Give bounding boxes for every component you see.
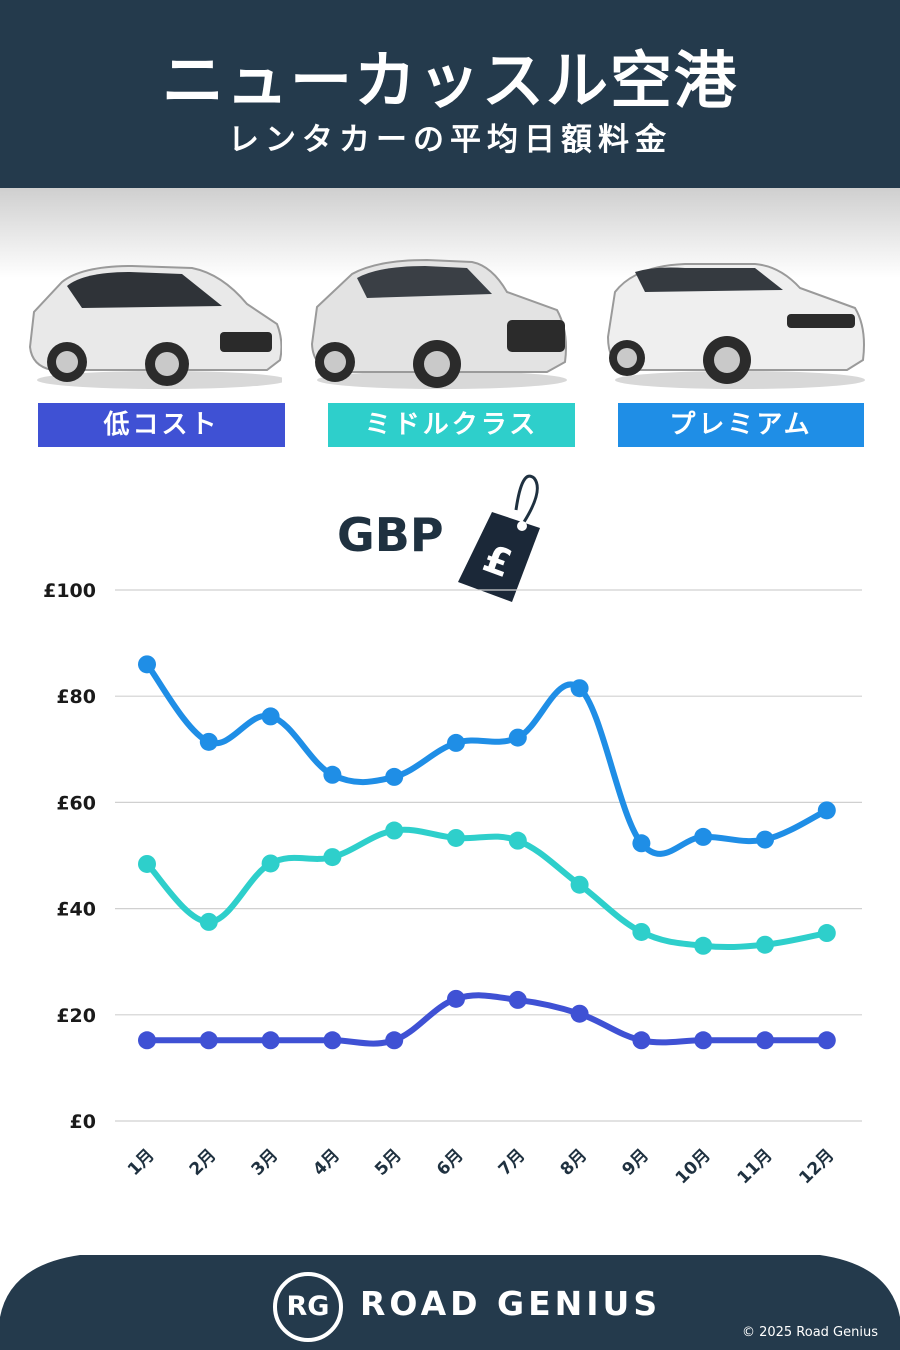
data-point xyxy=(385,821,404,840)
price-tag-icon: £ xyxy=(458,474,540,602)
data-point xyxy=(570,875,589,894)
x-tick-label: 1月 xyxy=(124,1145,159,1180)
currency-label: GBP xyxy=(337,508,444,562)
data-point xyxy=(199,732,218,751)
road-genius-logo: RG xyxy=(273,1272,343,1342)
series-line xyxy=(144,992,830,1047)
data-point xyxy=(385,767,404,786)
data-point xyxy=(261,1031,280,1050)
y-tick-label: £20 xyxy=(56,1005,96,1027)
x-tick-label: 5月 xyxy=(371,1145,406,1180)
data-point xyxy=(756,830,774,849)
chart-series xyxy=(138,655,836,1050)
data-point xyxy=(447,828,465,847)
data-point xyxy=(694,1031,713,1050)
x-tick-label: 4月 xyxy=(309,1145,344,1180)
data-point xyxy=(694,827,713,846)
data-point xyxy=(694,936,713,955)
x-tick-label: 3月 xyxy=(248,1145,283,1180)
header-banner: ニューカッスル空港 レンタカーの平均日額料金 xyxy=(0,0,900,188)
data-point xyxy=(817,801,836,820)
premium-suv-car-image xyxy=(606,263,865,389)
low-cost-badge: 低コスト xyxy=(38,403,285,447)
x-tick-label: 7月 xyxy=(495,1145,530,1180)
data-point xyxy=(199,1031,218,1050)
y-tick-label: £100 xyxy=(43,580,96,602)
data-point xyxy=(199,912,218,931)
suv-car-image xyxy=(310,258,567,389)
data-point xyxy=(323,1031,342,1050)
data-point xyxy=(632,922,651,941)
page-title: ニューカッスル空港 xyxy=(161,44,738,117)
data-point xyxy=(508,728,527,747)
page-subtitle: レンタカーの平均日額料金 xyxy=(228,122,672,158)
data-point xyxy=(323,765,342,784)
x-tick-label: 10月 xyxy=(672,1145,715,1188)
data-point xyxy=(817,1031,836,1050)
data-point xyxy=(570,1004,589,1023)
data-point xyxy=(570,679,589,698)
copyright-text: © 2025 Road Genius xyxy=(741,1325,878,1340)
y-tick-label: £40 xyxy=(56,899,96,921)
series-line xyxy=(144,661,830,857)
data-point xyxy=(138,854,156,873)
data-point xyxy=(632,1031,651,1050)
x-axis-ticks: 1月 2月 3月 4月 5月 6月 7月 8月 9月 10月 11月 12月 xyxy=(124,1145,838,1188)
data-point xyxy=(261,854,280,873)
data-point xyxy=(632,834,651,853)
x-tick-label: 12月 xyxy=(795,1145,838,1188)
footer-banner xyxy=(0,1255,900,1350)
y-axis-ticks: £0 £20 £40 £60 £80 £100 xyxy=(43,580,96,1133)
rental-price-line-chart: £0 £20 £40 £60 £80 £100 1月 2月 3月 4月 5月 6月 7月 8月 9月 10月… xyxy=(43,580,862,1188)
x-tick-label: 9月 xyxy=(618,1145,653,1180)
x-tick-label: 8月 xyxy=(557,1145,592,1180)
data-point xyxy=(756,1031,774,1050)
brand-name: ROAD GENIUS xyxy=(360,1284,662,1323)
data-point xyxy=(447,733,465,752)
chart-grid xyxy=(115,589,862,1122)
data-point xyxy=(138,655,156,674)
data-point xyxy=(385,1031,404,1050)
data-point xyxy=(508,831,527,850)
x-tick-label: 11月 xyxy=(734,1145,777,1188)
y-tick-label: £0 xyxy=(70,1111,96,1133)
data-point xyxy=(756,935,774,954)
premium-badge: プレミアム xyxy=(618,403,864,447)
x-tick-label: 6月 xyxy=(433,1145,468,1180)
data-point xyxy=(447,989,465,1008)
mid-class-badge: ミドルクラス xyxy=(328,403,575,447)
hatchback-car-image xyxy=(28,264,282,389)
data-point xyxy=(138,1031,156,1050)
series-line xyxy=(144,826,830,951)
y-tick-label: £60 xyxy=(56,792,96,814)
data-point xyxy=(817,924,836,943)
data-point xyxy=(261,707,280,726)
data-point xyxy=(323,848,342,867)
y-tick-label: £80 xyxy=(56,686,96,708)
x-tick-label: 2月 xyxy=(186,1145,221,1180)
data-point xyxy=(508,990,527,1009)
